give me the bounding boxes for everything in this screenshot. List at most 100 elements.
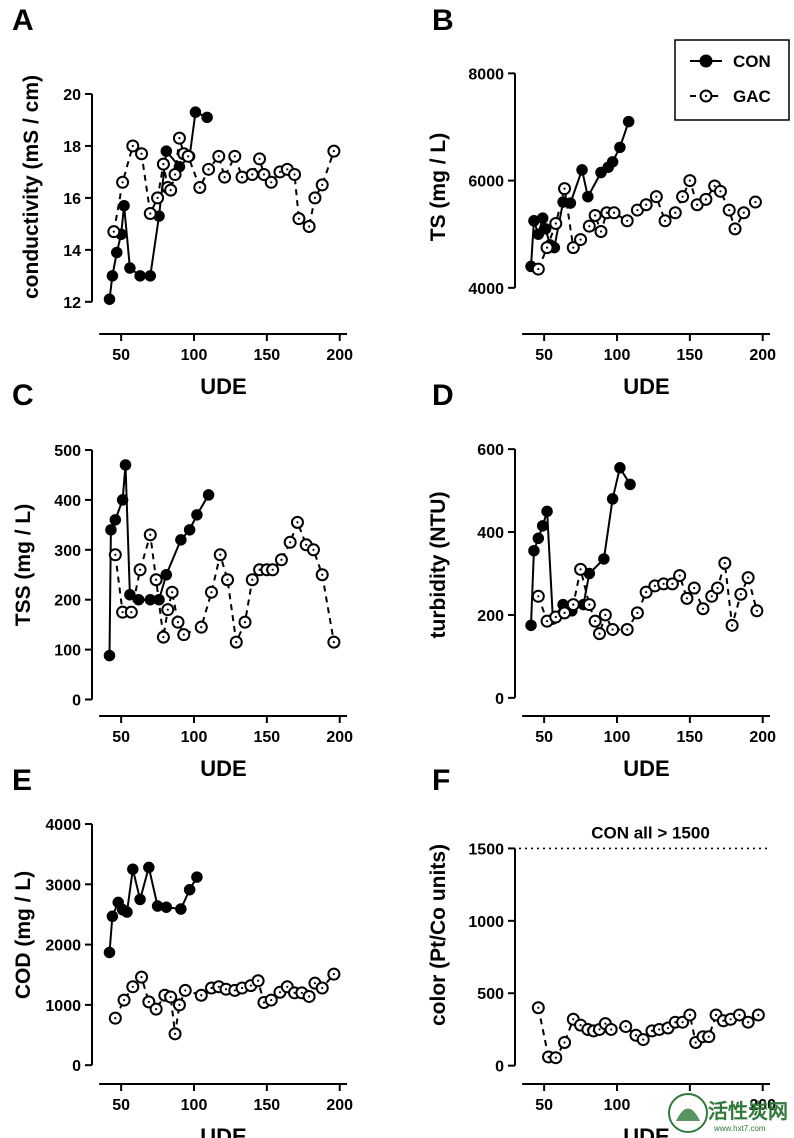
data-point-con [525, 619, 537, 632]
x-tick-label: 200 [326, 347, 353, 364]
data-point-center [278, 170, 282, 174]
x-tick-label: 200 [326, 729, 353, 746]
data-point-center [121, 181, 124, 184]
legend-box [674, 39, 790, 121]
data-point-con [528, 544, 540, 557]
x-tick-label: 50 [112, 1097, 130, 1114]
y-tick-label: 1500 [468, 841, 504, 858]
data-point-center [173, 173, 177, 176]
panels: A 12 14 16 18 20 50 100 150 200 UDE conductivity (m… [12, 4, 776, 1138]
data-point-center [162, 636, 165, 639]
data-point-center [537, 267, 540, 271]
data-point-center [226, 578, 229, 581]
x-tick-label: 200 [749, 729, 776, 746]
data-point-con [160, 901, 173, 913]
x-tick-label: 150 [254, 1097, 281, 1114]
data-point-center [122, 998, 126, 1002]
data-point-center [645, 591, 648, 594]
x-axis-title: UDE [200, 756, 246, 781]
data-point-center [243, 621, 247, 624]
watermark: 活性炭网 www.hxt7.com [668, 1093, 788, 1133]
data-point-center [636, 208, 639, 212]
data-point-con [541, 505, 553, 518]
data-point-center [716, 586, 719, 590]
data-point-center [696, 203, 699, 206]
reference-label: CON all > 1500 [591, 823, 710, 842]
data-point-center [130, 611, 133, 614]
data-point-center [271, 568, 274, 571]
data-point-center [176, 621, 180, 624]
data-point-center [224, 988, 228, 991]
data-point-center [217, 155, 220, 158]
series-gac [531, 1001, 765, 1065]
data-point-con [539, 223, 552, 235]
data-point-con [189, 106, 202, 118]
data-point-con [582, 190, 594, 203]
y-tick-label: 0 [495, 1059, 504, 1076]
data-point-con [127, 863, 139, 875]
legend-gac-label: GAC [733, 87, 771, 106]
data-point-center [131, 144, 134, 148]
x-axis-title: UDE [200, 374, 246, 399]
y-axis-title: TSS (mg / L) [12, 504, 35, 627]
data-point-center [308, 225, 311, 228]
data-point-center [156, 196, 159, 199]
data-point-con [124, 588, 136, 601]
data-point-center [240, 176, 244, 179]
panel-letter: B [432, 4, 454, 37]
data-point-center [642, 1038, 645, 1041]
data-point-center [681, 195, 684, 198]
data-point-center [258, 568, 261, 571]
x-tick-label: 200 [749, 347, 776, 364]
data-point-center [321, 986, 324, 990]
data-point-center [611, 628, 614, 631]
x-tick-label: 100 [604, 729, 631, 746]
data-point-con [118, 199, 130, 212]
data-point-center [257, 979, 260, 982]
data-point-con [121, 906, 133, 918]
data-point-center [545, 620, 549, 623]
y-tick-label: 500 [54, 443, 81, 460]
data-point-center [693, 586, 696, 590]
y-tick-label: 400 [477, 525, 504, 542]
data-point-center [754, 200, 757, 204]
panel-f: F05001000150050100150200UDEcolor (Pt/Co … [427, 764, 776, 1138]
data-point-con [111, 246, 123, 259]
data-point-con [116, 494, 129, 506]
data-point-center [666, 1026, 670, 1030]
series-gac [107, 131, 341, 239]
data-point-center [554, 222, 557, 225]
data-point-center [219, 553, 222, 556]
data-point-con [160, 145, 173, 157]
y-axis-title: color (Pt/Co units) [427, 844, 450, 1026]
data-point-center [166, 608, 169, 611]
data-point-center [563, 1041, 566, 1044]
data-point-center [149, 212, 152, 215]
data-point-con [160, 568, 173, 581]
data-point-center [313, 982, 317, 985]
data-point-center [728, 208, 731, 212]
data-point-center [598, 632, 601, 635]
y-tick-label: 0 [72, 1058, 81, 1075]
x-tick-label: 150 [254, 347, 281, 364]
x-tick-label: 100 [604, 347, 631, 364]
y-tick-label: 3000 [45, 877, 81, 894]
data-point-center [233, 989, 236, 992]
data-point-center [738, 1013, 741, 1017]
data-point-center [147, 1000, 150, 1003]
legend-con-marker [699, 54, 713, 68]
data-point-con [598, 553, 610, 565]
data-point-center [169, 189, 172, 192]
panel-e: E 0 1000 2000 3000 4000 50 100 150 200 UDE COD (mg … [12, 764, 353, 1138]
data-point-center [554, 1056, 557, 1059]
data-point-center [169, 995, 172, 999]
y-tick-label: 16 [63, 191, 81, 208]
data-point-con [103, 946, 116, 959]
data-point-con [103, 649, 116, 662]
data-point-center [747, 1021, 750, 1024]
data-point-center [286, 168, 289, 171]
data-point-center [626, 219, 629, 222]
data-point-center [198, 186, 201, 189]
data-point-center [729, 1018, 732, 1021]
data-point-center [258, 157, 261, 161]
